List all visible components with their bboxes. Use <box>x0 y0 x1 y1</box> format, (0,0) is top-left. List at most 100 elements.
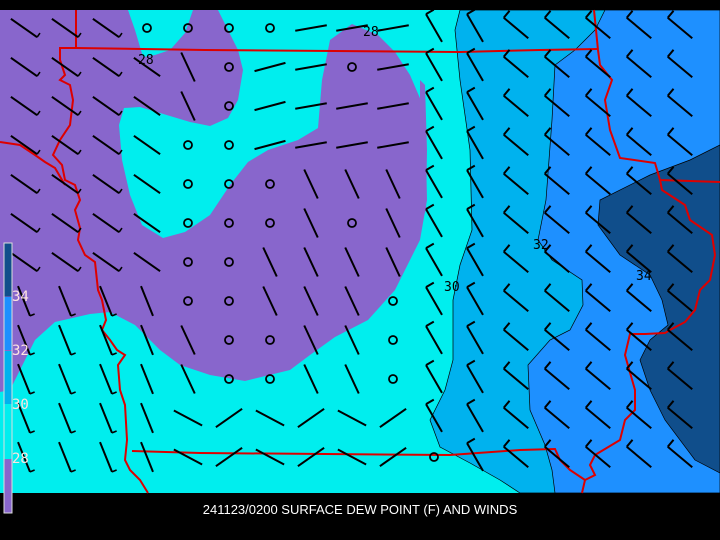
wind-barb <box>254 61 286 73</box>
wind-barb <box>625 166 652 196</box>
wind-barb <box>625 283 652 313</box>
calm-wind-circle <box>224 296 234 306</box>
contour-label: 28 <box>138 53 154 68</box>
wind-barb <box>377 24 409 32</box>
wind-barb <box>543 166 570 196</box>
contour-label: 30 <box>444 280 460 295</box>
wind-barb <box>140 402 154 434</box>
wind-barb <box>17 402 35 434</box>
wind-barb <box>666 283 693 313</box>
wind-barb <box>92 174 123 194</box>
wind-barb <box>133 135 161 155</box>
border-line <box>0 141 66 186</box>
wind-barb <box>385 169 401 199</box>
wind-barb <box>584 244 611 274</box>
wind-barb <box>666 10 693 40</box>
wind-barb <box>17 441 35 473</box>
wind-barb <box>99 441 117 473</box>
wind-barb <box>543 49 570 79</box>
wind-barb <box>466 8 484 43</box>
wind-barb <box>625 400 652 430</box>
calm-wind-circle <box>265 335 275 345</box>
calm-wind-circle <box>183 218 193 228</box>
wind-barb <box>295 24 327 32</box>
calm-wind-circle <box>265 218 275 228</box>
calm-wind-circle <box>142 23 152 33</box>
wind-barb <box>10 96 41 116</box>
wind-barb <box>584 322 611 352</box>
wind-barb <box>466 359 484 394</box>
wind-barb <box>543 205 570 235</box>
wind-barb <box>425 281 443 316</box>
wind-barb <box>51 174 82 194</box>
state-county-borders <box>0 9 720 494</box>
band-above-34 <box>597 144 720 474</box>
contour-label: 32 <box>533 238 549 253</box>
wind-barb <box>666 205 693 235</box>
wind-barb <box>666 322 693 352</box>
wind-barb <box>502 361 529 391</box>
band-below-28-sliver <box>420 80 427 225</box>
wind-barb <box>336 102 368 110</box>
wind-barb <box>99 285 117 317</box>
wind-barb <box>379 447 407 467</box>
calm-wind-circle <box>388 335 398 345</box>
wind-barb <box>99 363 117 395</box>
wind-barb <box>625 205 652 235</box>
wind-barb <box>303 247 319 277</box>
color-legend-bar <box>3 242 13 514</box>
border-line <box>75 47 599 54</box>
wind-barb <box>502 49 529 79</box>
wind-barb <box>10 174 41 194</box>
wind-barb <box>666 166 693 196</box>
wind-barb <box>425 320 443 355</box>
wind-barb <box>625 127 652 157</box>
wind-barb <box>140 441 154 473</box>
calm-wind-circle <box>224 218 234 228</box>
wind-barb <box>666 400 693 430</box>
map-title: 241123/0200 SURFACE DEW POINT (F) AND WI… <box>202 502 518 517</box>
wind-barb <box>51 135 82 155</box>
wind-barb <box>92 135 123 155</box>
wind-barb <box>10 135 41 155</box>
wind-barb <box>666 127 693 157</box>
wind-barb <box>466 437 484 472</box>
calm-wind-circle <box>388 374 398 384</box>
wind-barb <box>543 400 570 430</box>
calm-wind-circle <box>183 257 193 267</box>
wind-barb <box>344 364 360 394</box>
wind-barb <box>180 91 196 121</box>
wind-barb <box>262 247 278 277</box>
wind-barb <box>140 285 154 317</box>
wind-barb <box>625 361 652 391</box>
wind-barb <box>10 18 41 38</box>
wind-barb <box>344 169 360 199</box>
calm-wind-circle <box>183 23 193 33</box>
wind-barb <box>466 125 484 160</box>
wind-barb <box>584 361 611 391</box>
wind-barb <box>180 52 196 82</box>
wind-barb <box>215 408 243 428</box>
wind-barb <box>344 286 360 316</box>
wind-barb <box>466 281 484 316</box>
wind-barb <box>336 141 368 149</box>
calm-wind-circle <box>265 179 275 189</box>
wind-barb <box>377 141 409 149</box>
wind-barb <box>543 88 570 118</box>
wind-barb <box>133 213 161 233</box>
wind-barb <box>303 364 319 394</box>
wind-barb <box>295 102 327 110</box>
wind-barb <box>51 252 82 272</box>
wind-barb <box>584 127 611 157</box>
wind-barb <box>133 57 161 77</box>
wind-barb <box>337 448 367 466</box>
wind-barb <box>425 398 443 433</box>
wind-barb <box>543 361 570 391</box>
wind-barb <box>297 408 325 428</box>
wind-barb <box>584 88 611 118</box>
calm-wind-circle <box>224 140 234 150</box>
wind-barb <box>584 10 611 40</box>
wind-barb <box>666 244 693 274</box>
